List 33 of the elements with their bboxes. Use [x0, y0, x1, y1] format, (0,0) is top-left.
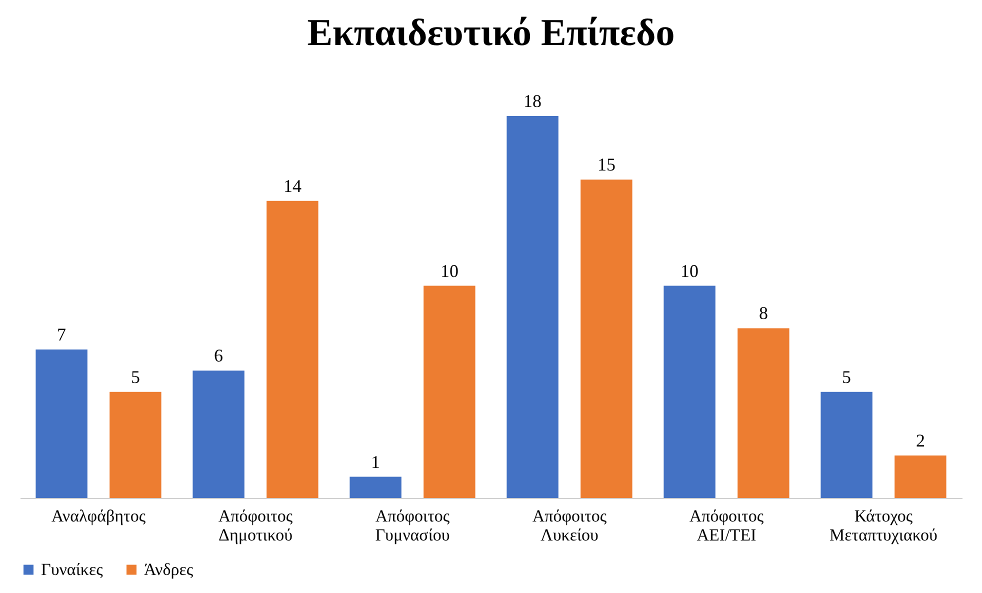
- bar: [36, 349, 88, 498]
- x-tick-label: Κάτοχος Μεταπτυχιακού: [830, 506, 938, 544]
- data-label: 2: [916, 430, 925, 451]
- x-tick-label: Απόφοιτος Γυμνασίου: [375, 506, 450, 544]
- x-tick-label: Απόφοιτος ΑΕΙ/ΤΕΙ: [689, 506, 764, 544]
- x-tick-label: Αναλφάβητος: [51, 506, 146, 526]
- legend-label: Γυναίκες: [41, 560, 104, 579]
- data-label: 10: [440, 260, 458, 281]
- bar: [580, 180, 632, 498]
- bar: [820, 392, 872, 498]
- bar: [350, 476, 402, 498]
- x-tick-label: Απόφοιτος Λυκείου: [532, 506, 607, 544]
- bar: [506, 116, 558, 498]
- x-tick-label: Απόφοιτος Δημοτικού: [218, 506, 293, 544]
- data-label: 8: [758, 303, 768, 324]
- data-label: 5: [842, 366, 852, 387]
- data-label: 15: [597, 154, 616, 175]
- data-label: 7: [57, 324, 66, 344]
- chart-title: Εκπαιδευτικό Επίπεδο: [307, 12, 675, 54]
- bar: [738, 328, 790, 498]
- data-label: 1: [371, 452, 380, 472]
- data-label: 14: [283, 176, 302, 196]
- bar: [266, 200, 318, 498]
- data-label: 18: [524, 91, 542, 111]
- bar: [424, 286, 476, 498]
- bar: [192, 370, 244, 498]
- data-label: 6: [214, 346, 224, 366]
- bar: [664, 286, 716, 498]
- legend-label: Άνδρες: [144, 560, 194, 579]
- data-label: 10: [680, 260, 699, 281]
- data-label: 5: [130, 366, 140, 387]
- bar: [894, 456, 946, 498]
- bar: [110, 392, 162, 498]
